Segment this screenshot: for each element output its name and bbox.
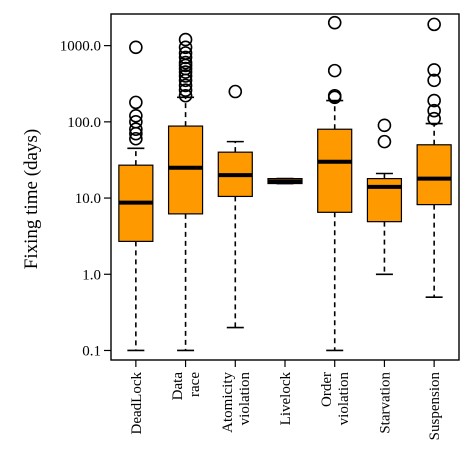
- outlier-point: [129, 40, 143, 55]
- plot-frame: [110, 13, 460, 361]
- outlier-point: [327, 63, 342, 78]
- outlier-point: [129, 115, 143, 129]
- outlier-point: [427, 17, 441, 32]
- outlier-point: [327, 88, 342, 103]
- outlier-point: [129, 95, 143, 110]
- outlier-point: [377, 134, 392, 149]
- x-category-label: Suspension: [427, 372, 443, 441]
- box-iqr: [317, 128, 353, 213]
- outlier-point: [178, 83, 193, 98]
- x-category-label: race: [187, 372, 203, 397]
- box-group: [167, 32, 204, 352]
- box-iqr: [416, 144, 452, 206]
- y-tick-label: 1000.0: [60, 39, 101, 55]
- y-tick-label: 1.0: [82, 267, 101, 283]
- outlier-point: [129, 109, 143, 123]
- outlier-point: [427, 93, 441, 108]
- outlier-point: [427, 73, 441, 88]
- y-tick-label: 10.0: [75, 191, 101, 207]
- box-iqr: [167, 125, 204, 215]
- outlier-point: [178, 65, 193, 79]
- outlier-point: [377, 118, 392, 133]
- y-tick-label: 0.1: [82, 343, 101, 359]
- y-tick-label: 100.0: [67, 115, 101, 131]
- x-category-label: Data: [170, 372, 186, 401]
- outlier-point: [427, 103, 441, 118]
- box-group: [118, 40, 154, 352]
- x-category-label: violation: [336, 372, 352, 426]
- outlier-point: [178, 32, 193, 47]
- outlier-point: [129, 131, 143, 146]
- box-group: [267, 177, 303, 185]
- outlier-point: [427, 63, 441, 77]
- x-category-label: Order: [319, 372, 335, 407]
- outlier-point: [427, 111, 441, 126]
- x-category-label: Livelock: [278, 372, 294, 426]
- box-group: [416, 17, 452, 299]
- outlier-point: [178, 69, 193, 83]
- outlier-point: [178, 55, 193, 70]
- y-axis-title: Fixing time (days): [21, 129, 42, 269]
- x-category-label: Atomicity: [220, 372, 236, 433]
- outlier-point: [178, 50, 193, 65]
- outlier-point: [228, 84, 243, 99]
- outlier-point: [129, 122, 143, 137]
- box-group: [317, 15, 353, 352]
- x-category-label: DeadLock: [129, 372, 145, 435]
- outlier-point: [178, 78, 193, 93]
- x-category-label: Starvation: [377, 372, 393, 434]
- outlier-point: [327, 15, 342, 30]
- outlier-point: [178, 40, 193, 55]
- x-category-label: violation: [237, 372, 253, 426]
- outlier-point: [178, 88, 193, 103]
- box-group: [217, 84, 253, 329]
- box-group: [366, 118, 403, 276]
- outlier-point: [178, 46, 193, 60]
